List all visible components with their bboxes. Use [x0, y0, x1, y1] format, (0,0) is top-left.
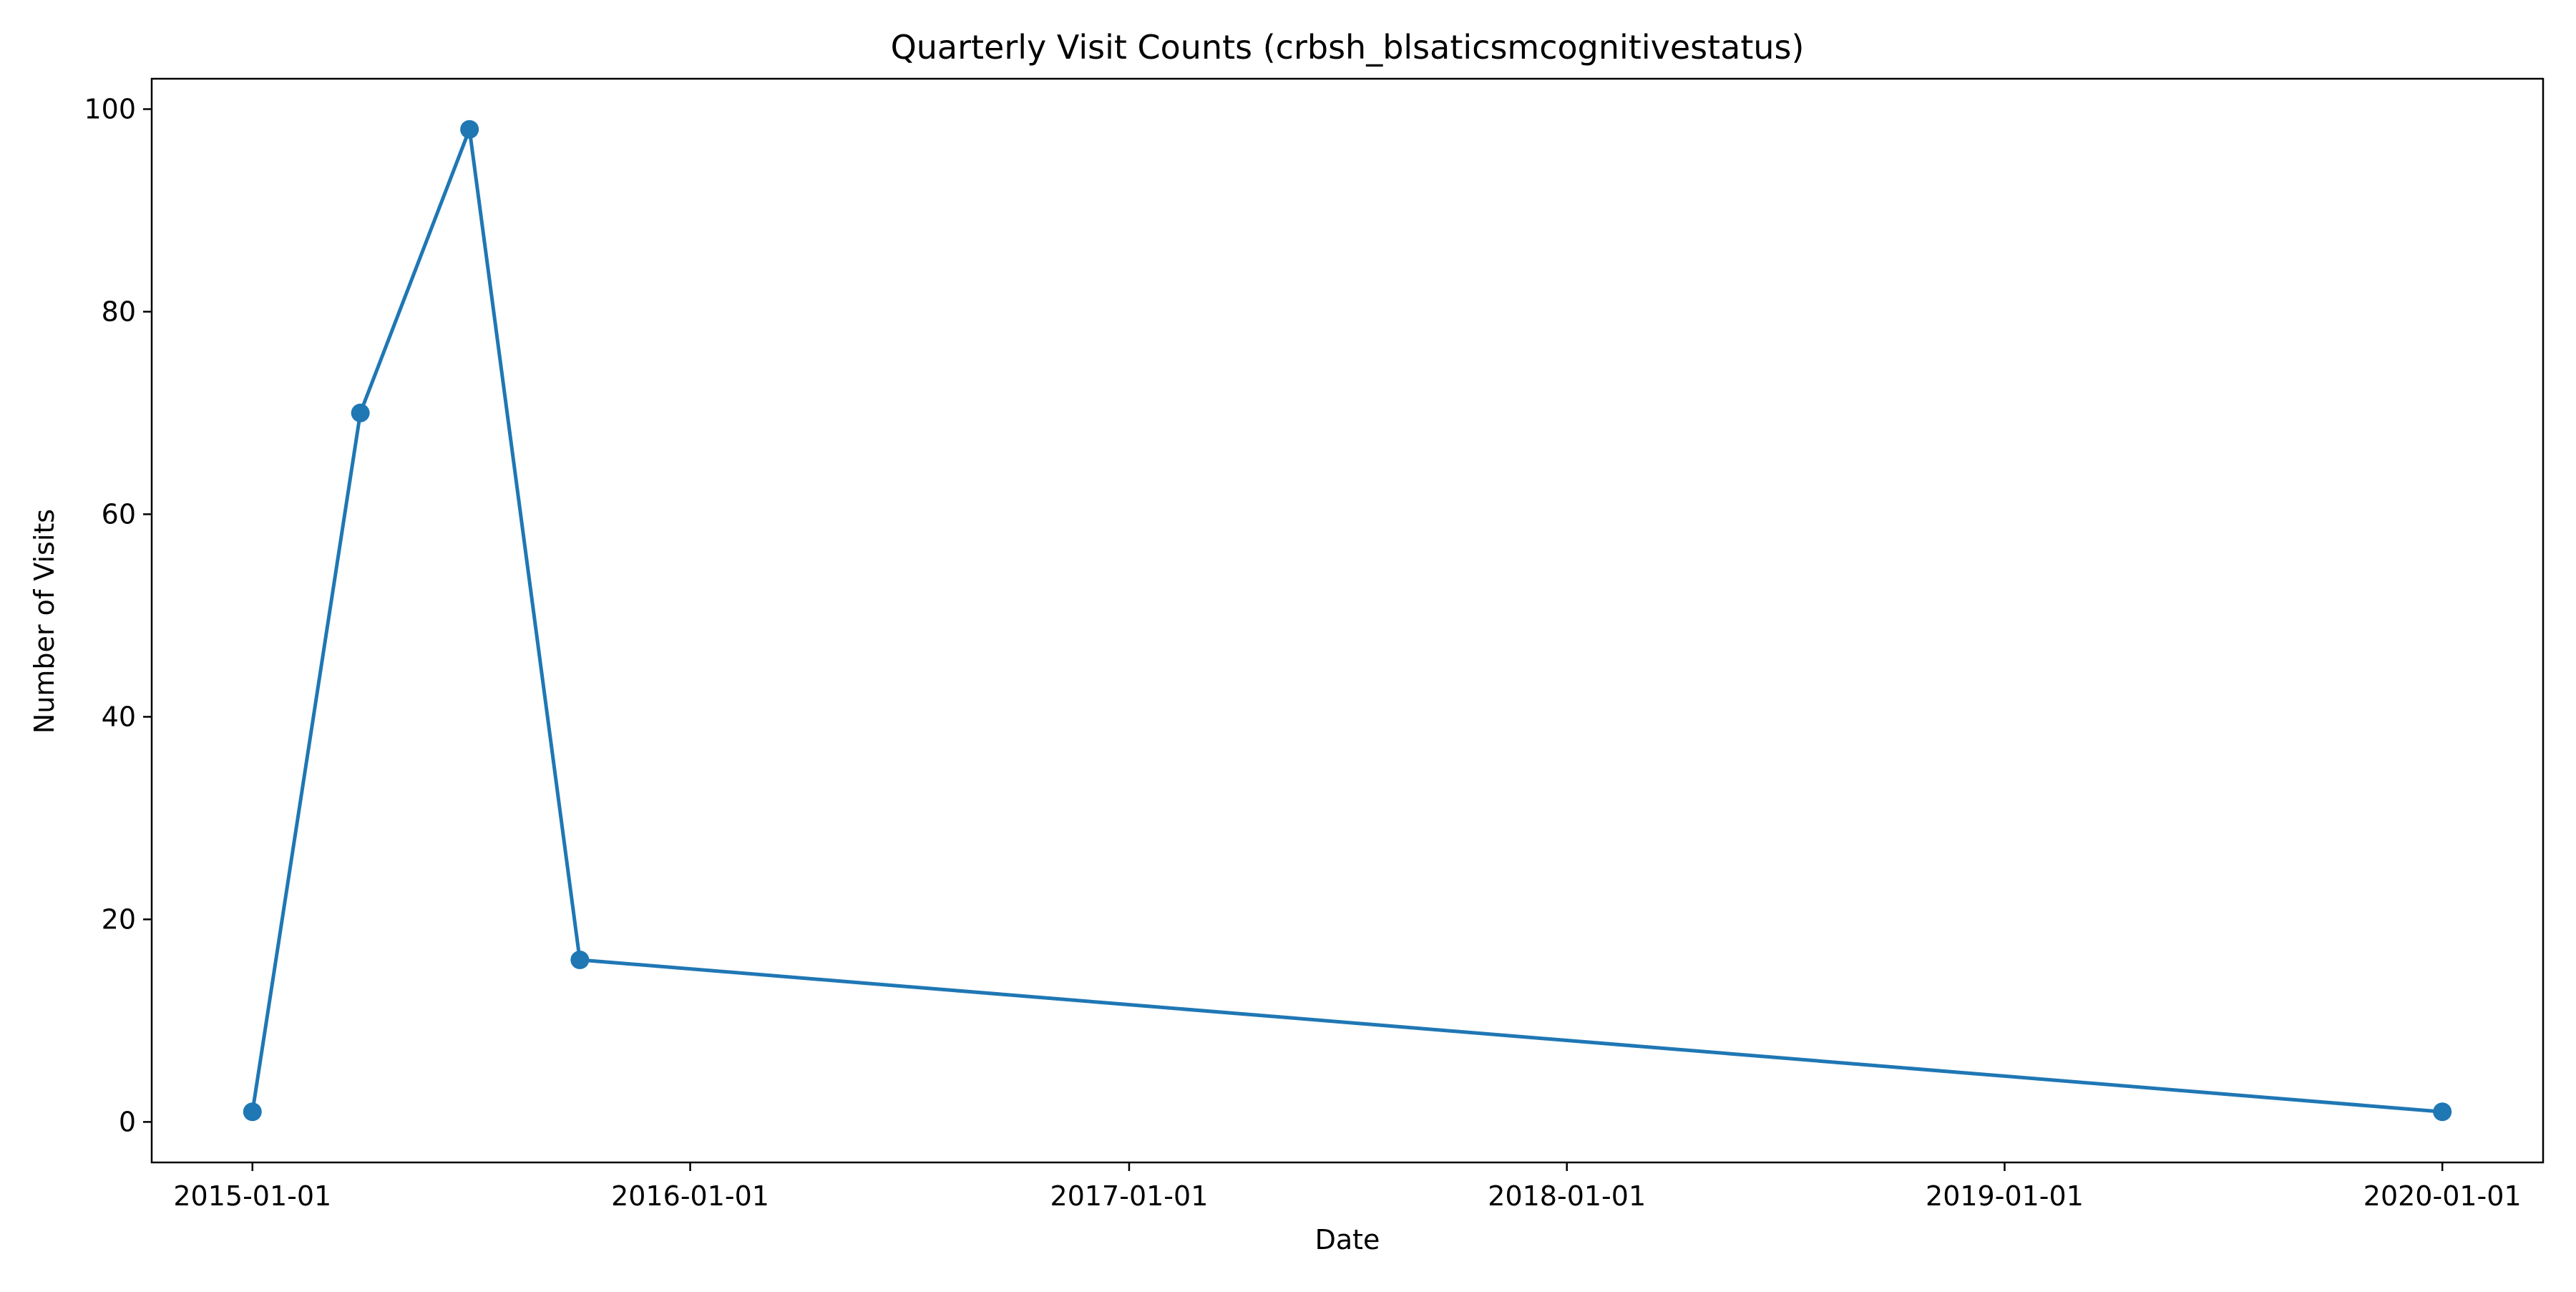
y-tick-label: 80: [102, 296, 136, 327]
y-tick-label: 40: [102, 701, 136, 732]
y-tick-label: 0: [119, 1106, 136, 1137]
x-tick-label: 2015-01-01: [173, 1180, 331, 1212]
data-point: [351, 403, 370, 422]
plot-area: 0 20 40 60 80 100 2015-01-01 2016-01-01 2017-01-…: [84, 77, 2545, 1212]
plot-frame: [150, 77, 2545, 1164]
x-tick-label: 2019-01-01: [1926, 1180, 2084, 1212]
data-point: [2433, 1102, 2452, 1122]
chart-title: Quarterly Visit Counts (crbsh_blsaticsmc…: [891, 28, 1805, 67]
data-point: [243, 1102, 262, 1122]
x-axis-label: Date: [1315, 1224, 1380, 1255]
data-point: [460, 120, 479, 139]
y-tick-label: 20: [102, 903, 136, 935]
data-point: [570, 951, 590, 970]
y-tick-label: 100: [84, 93, 136, 125]
x-tick-label: 2017-01-01: [1050, 1180, 1209, 1212]
x-tick-label: 2016-01-01: [611, 1180, 769, 1212]
y-axis-label: Number of Visits: [29, 509, 60, 734]
x-tick-label: 2020-01-01: [2363, 1180, 2522, 1212]
x-tick-label: 2018-01-01: [1488, 1180, 1646, 1212]
y-tick-label: 60: [102, 498, 136, 530]
